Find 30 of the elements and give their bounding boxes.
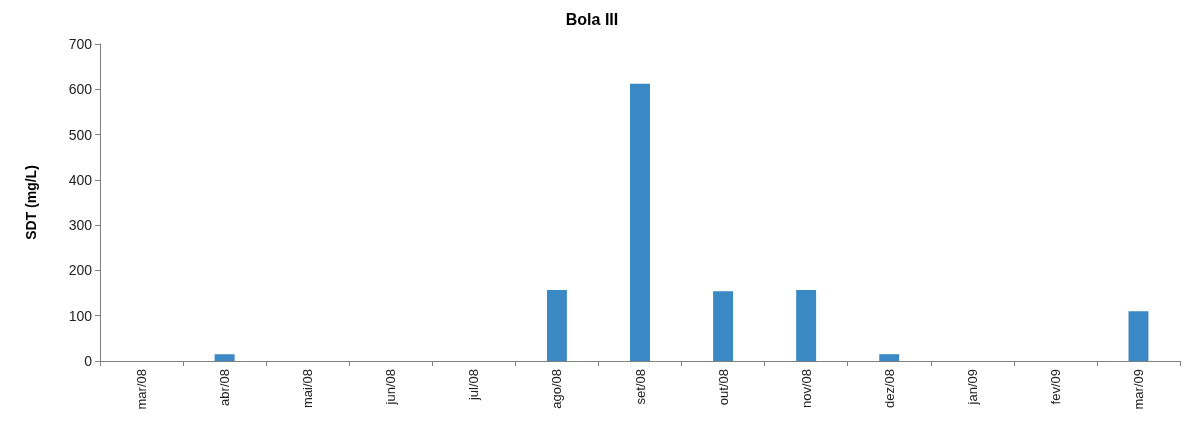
y-tick-label: 400 (68, 171, 93, 188)
x-tick-label: fev/09 (1047, 369, 1063, 405)
y-tick-label: 600 (68, 81, 93, 98)
x-tick-label: mar/08 (134, 369, 150, 410)
y-tick-label: 300 (68, 217, 93, 234)
x-tick-label: nov/08 (798, 369, 814, 409)
y-tick-label: 200 (68, 262, 93, 279)
bar (630, 83, 650, 361)
bar (879, 354, 900, 361)
x-tick-label: mai/08 (300, 369, 316, 409)
bar (546, 289, 567, 361)
y-axis-title: SDT (mg/L) (23, 165, 39, 240)
y-tick-label: 0 (84, 353, 93, 369)
x-tick-label: abr/08 (217, 369, 233, 406)
bar (1128, 311, 1149, 361)
x-tick-label: ago/08 (549, 369, 565, 409)
bar (713, 291, 734, 361)
y-tick-label: 100 (68, 307, 93, 324)
y-tick-label: 700 (68, 36, 93, 52)
y-tick-label: 500 (68, 126, 93, 143)
bar (796, 289, 817, 361)
x-tick-label: dez/08 (881, 369, 897, 409)
x-tick-label: jan/09 (964, 369, 980, 406)
x-tick-label: jul/08 (466, 369, 482, 402)
x-tick-label: jun/08 (383, 369, 399, 406)
chart-title: Bola III (565, 10, 619, 28)
bar (214, 354, 235, 361)
x-tick-label: set/08 (632, 369, 648, 405)
x-tick-label: mar/09 (1130, 369, 1146, 410)
x-tick-label: out/08 (715, 369, 731, 406)
